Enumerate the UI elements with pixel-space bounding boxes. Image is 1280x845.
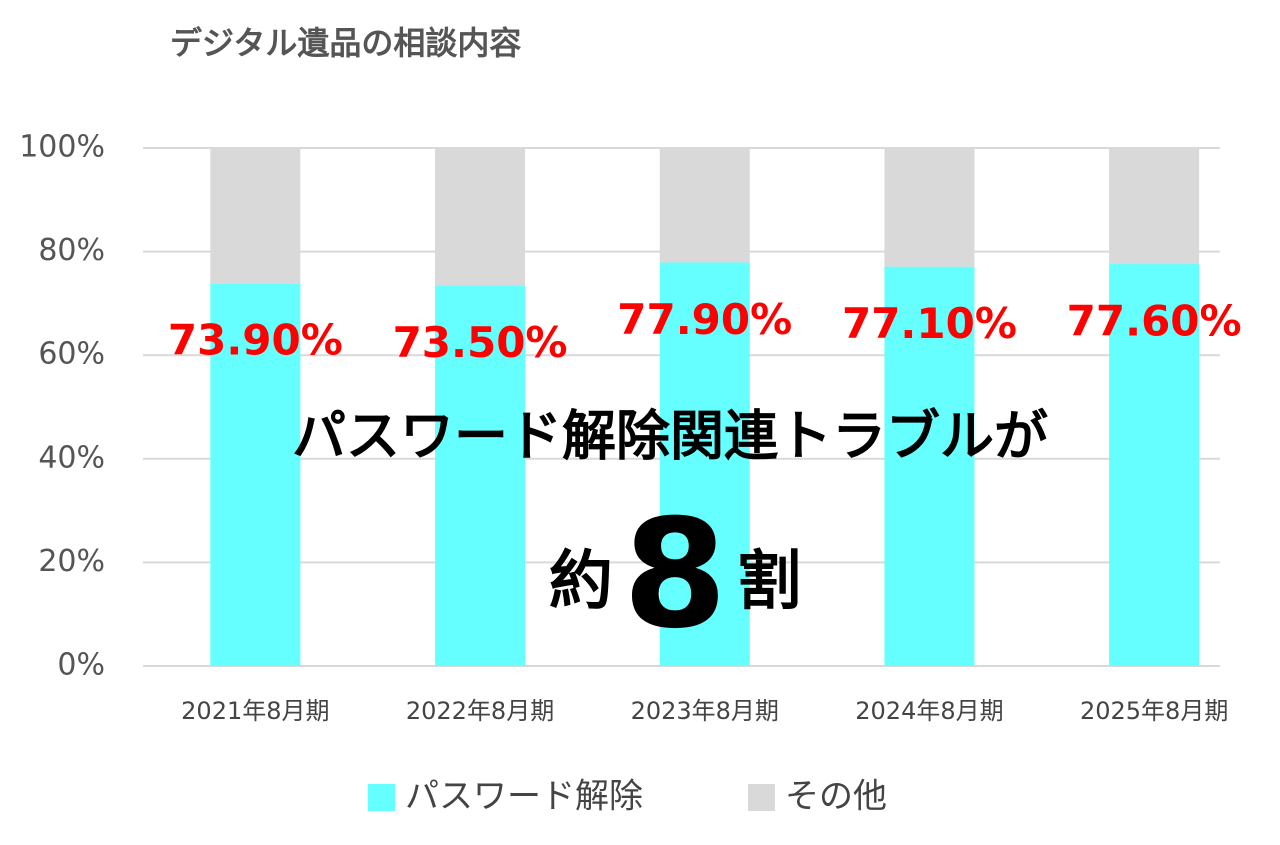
bar-segment: [659, 262, 750, 666]
y-tick-label: 0%: [57, 648, 105, 683]
data-label: 77.90%: [617, 295, 792, 344]
x-tick-label: 2023年8月期: [631, 697, 779, 725]
legend-swatch: [368, 784, 395, 811]
x-tick-label: 2024年8月期: [855, 697, 1003, 725]
bar-segment: [884, 266, 975, 666]
x-tick-label: 2025年8月期: [1080, 697, 1228, 725]
y-tick-label: 60%: [38, 337, 105, 372]
legend-label: パスワード解除: [405, 777, 643, 817]
y-tick-label: 40%: [38, 440, 105, 475]
data-label: 73.90%: [168, 316, 343, 365]
y-tick-label: 100%: [19, 130, 105, 165]
x-tick-label: 2021年8月期: [181, 697, 329, 725]
bar-segment: [435, 285, 526, 666]
legend-label: その他: [785, 777, 887, 817]
y-tick-label: 80%: [38, 233, 105, 268]
legend-swatch: [748, 784, 775, 811]
annotation-part: 約: [549, 545, 613, 619]
bar-segment: [659, 148, 750, 263]
bar-segment: [1109, 264, 1200, 666]
bar-segment: [1109, 148, 1200, 265]
annotation: 約8 割: [549, 488, 801, 662]
data-label: 77.10%: [842, 299, 1017, 348]
data-label: 73.50%: [393, 318, 568, 367]
chart-title: デジタル遺品の相談内容: [170, 24, 521, 62]
annotation: パスワード解除関連トラブルが: [292, 405, 1048, 468]
bar-segment: [210, 283, 301, 666]
bar-segment: [210, 148, 301, 284]
y-tick-label: 20%: [38, 544, 105, 579]
x-tick-label: 2022年8月期: [406, 697, 554, 725]
bar-segment: [435, 148, 526, 286]
annotation-part: 割: [737, 545, 801, 619]
data-label: 77.60%: [1067, 297, 1242, 346]
annotation-part: 8: [623, 488, 727, 662]
bar-segment: [884, 148, 975, 267]
